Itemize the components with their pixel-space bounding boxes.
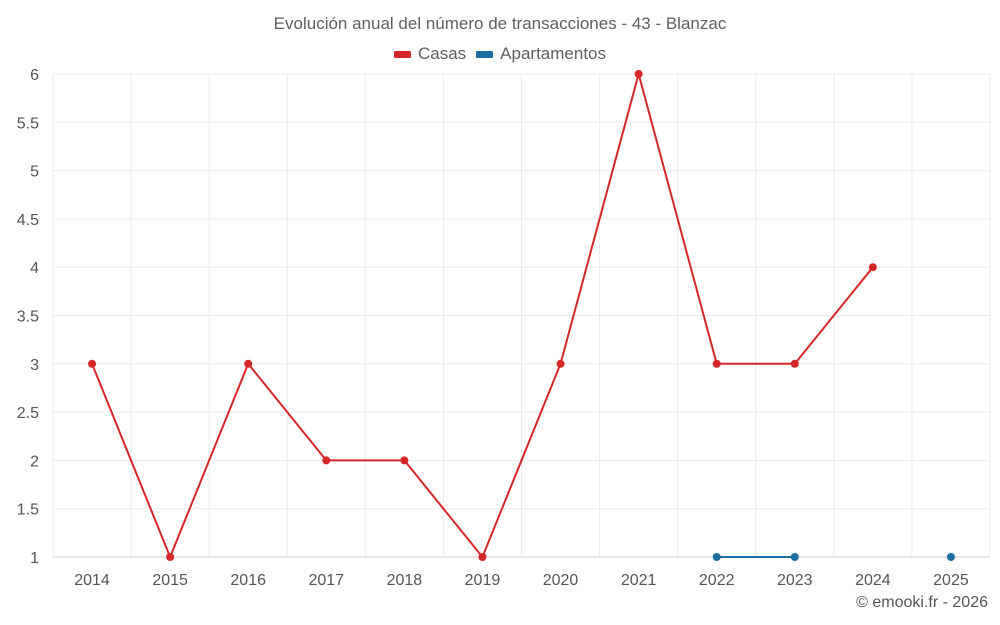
series-line-casas	[637, 73, 718, 365]
x-tick-label: 2014	[74, 572, 110, 589]
series-line-casas	[793, 266, 874, 365]
data-point-casas[interactable]	[790, 359, 799, 368]
data-point-apartamentos[interactable]	[790, 553, 799, 561]
legend-label-apartamentos: Apartamentos	[500, 44, 607, 63]
data-point-casas[interactable]	[88, 359, 97, 368]
x-tick-label: 2019	[465, 572, 501, 589]
x-tick-label: 2020	[543, 572, 579, 589]
axes: 1 1.5 2 2.5 3 3.5 4 4.5 5 5.5 6 2014 2015 2016 2017 201…	[17, 67, 969, 589]
x-tick-label: 2018	[387, 572, 423, 589]
legend-entry-casas[interactable]: Casas	[393, 44, 467, 64]
y-tick-label: 1.5	[17, 502, 39, 519]
y-tick-label: 3.5	[17, 309, 39, 326]
chart-title: Evolución anual del número de transaccio…	[273, 14, 727, 33]
x-tick-label: 2025	[933, 572, 969, 589]
y-tick-label: 4	[30, 260, 39, 277]
x-tick-label: 2017	[308, 572, 344, 589]
x-tick-label: 2016	[230, 572, 266, 589]
x-tick-label: 2021	[621, 572, 657, 589]
y-tick-label: 2.5	[17, 405, 39, 422]
y-tick-label: 6	[30, 67, 39, 84]
series-line-casas	[403, 459, 484, 558]
y-tick-label: 2	[30, 453, 39, 470]
y-tick-label: 5	[30, 164, 39, 181]
x-tick-label: 2015	[152, 572, 188, 589]
data-point-apartamentos[interactable]	[946, 553, 955, 561]
series-line-casas	[247, 362, 328, 462]
legend-swatch-apartamentos	[476, 50, 494, 58]
series	[88, 70, 955, 561]
series-line-casas	[169, 362, 250, 558]
x-tick-label: 2022	[699, 572, 735, 589]
data-point-casas[interactable]	[556, 359, 565, 368]
data-point-apartamentos[interactable]	[712, 553, 721, 561]
data-point-casas[interactable]	[868, 263, 877, 272]
series-line-casas	[559, 73, 640, 365]
data-point-casas[interactable]	[322, 456, 331, 465]
data-point-casas[interactable]	[244, 359, 253, 368]
data-point-casas[interactable]	[712, 359, 721, 368]
y-tick-label: 4.5	[17, 212, 39, 229]
x-tick-label: 2023	[777, 572, 813, 589]
data-point-casas[interactable]	[166, 553, 175, 561]
credit-text: © emooki.fr - 2026	[856, 594, 988, 611]
x-tick-label: 2024	[855, 572, 891, 589]
y-tick-label: 5.5	[17, 115, 39, 132]
series-line-casas	[91, 362, 172, 558]
data-point-casas[interactable]	[634, 70, 643, 78]
legend: Casas Apartamentos	[0, 44, 1000, 64]
legend-entry-apartamentos[interactable]: Apartamentos	[476, 44, 606, 64]
y-tick-label: 1	[30, 550, 39, 567]
data-point-casas[interactable]	[400, 456, 409, 465]
data-point-casas[interactable]	[478, 553, 487, 561]
series-line-casas	[481, 362, 562, 558]
grid	[52, 73, 991, 558]
legend-swatch-casas	[393, 50, 411, 58]
y-tick-label: 3	[30, 357, 39, 374]
legend-label-casas: Casas	[417, 44, 467, 63]
